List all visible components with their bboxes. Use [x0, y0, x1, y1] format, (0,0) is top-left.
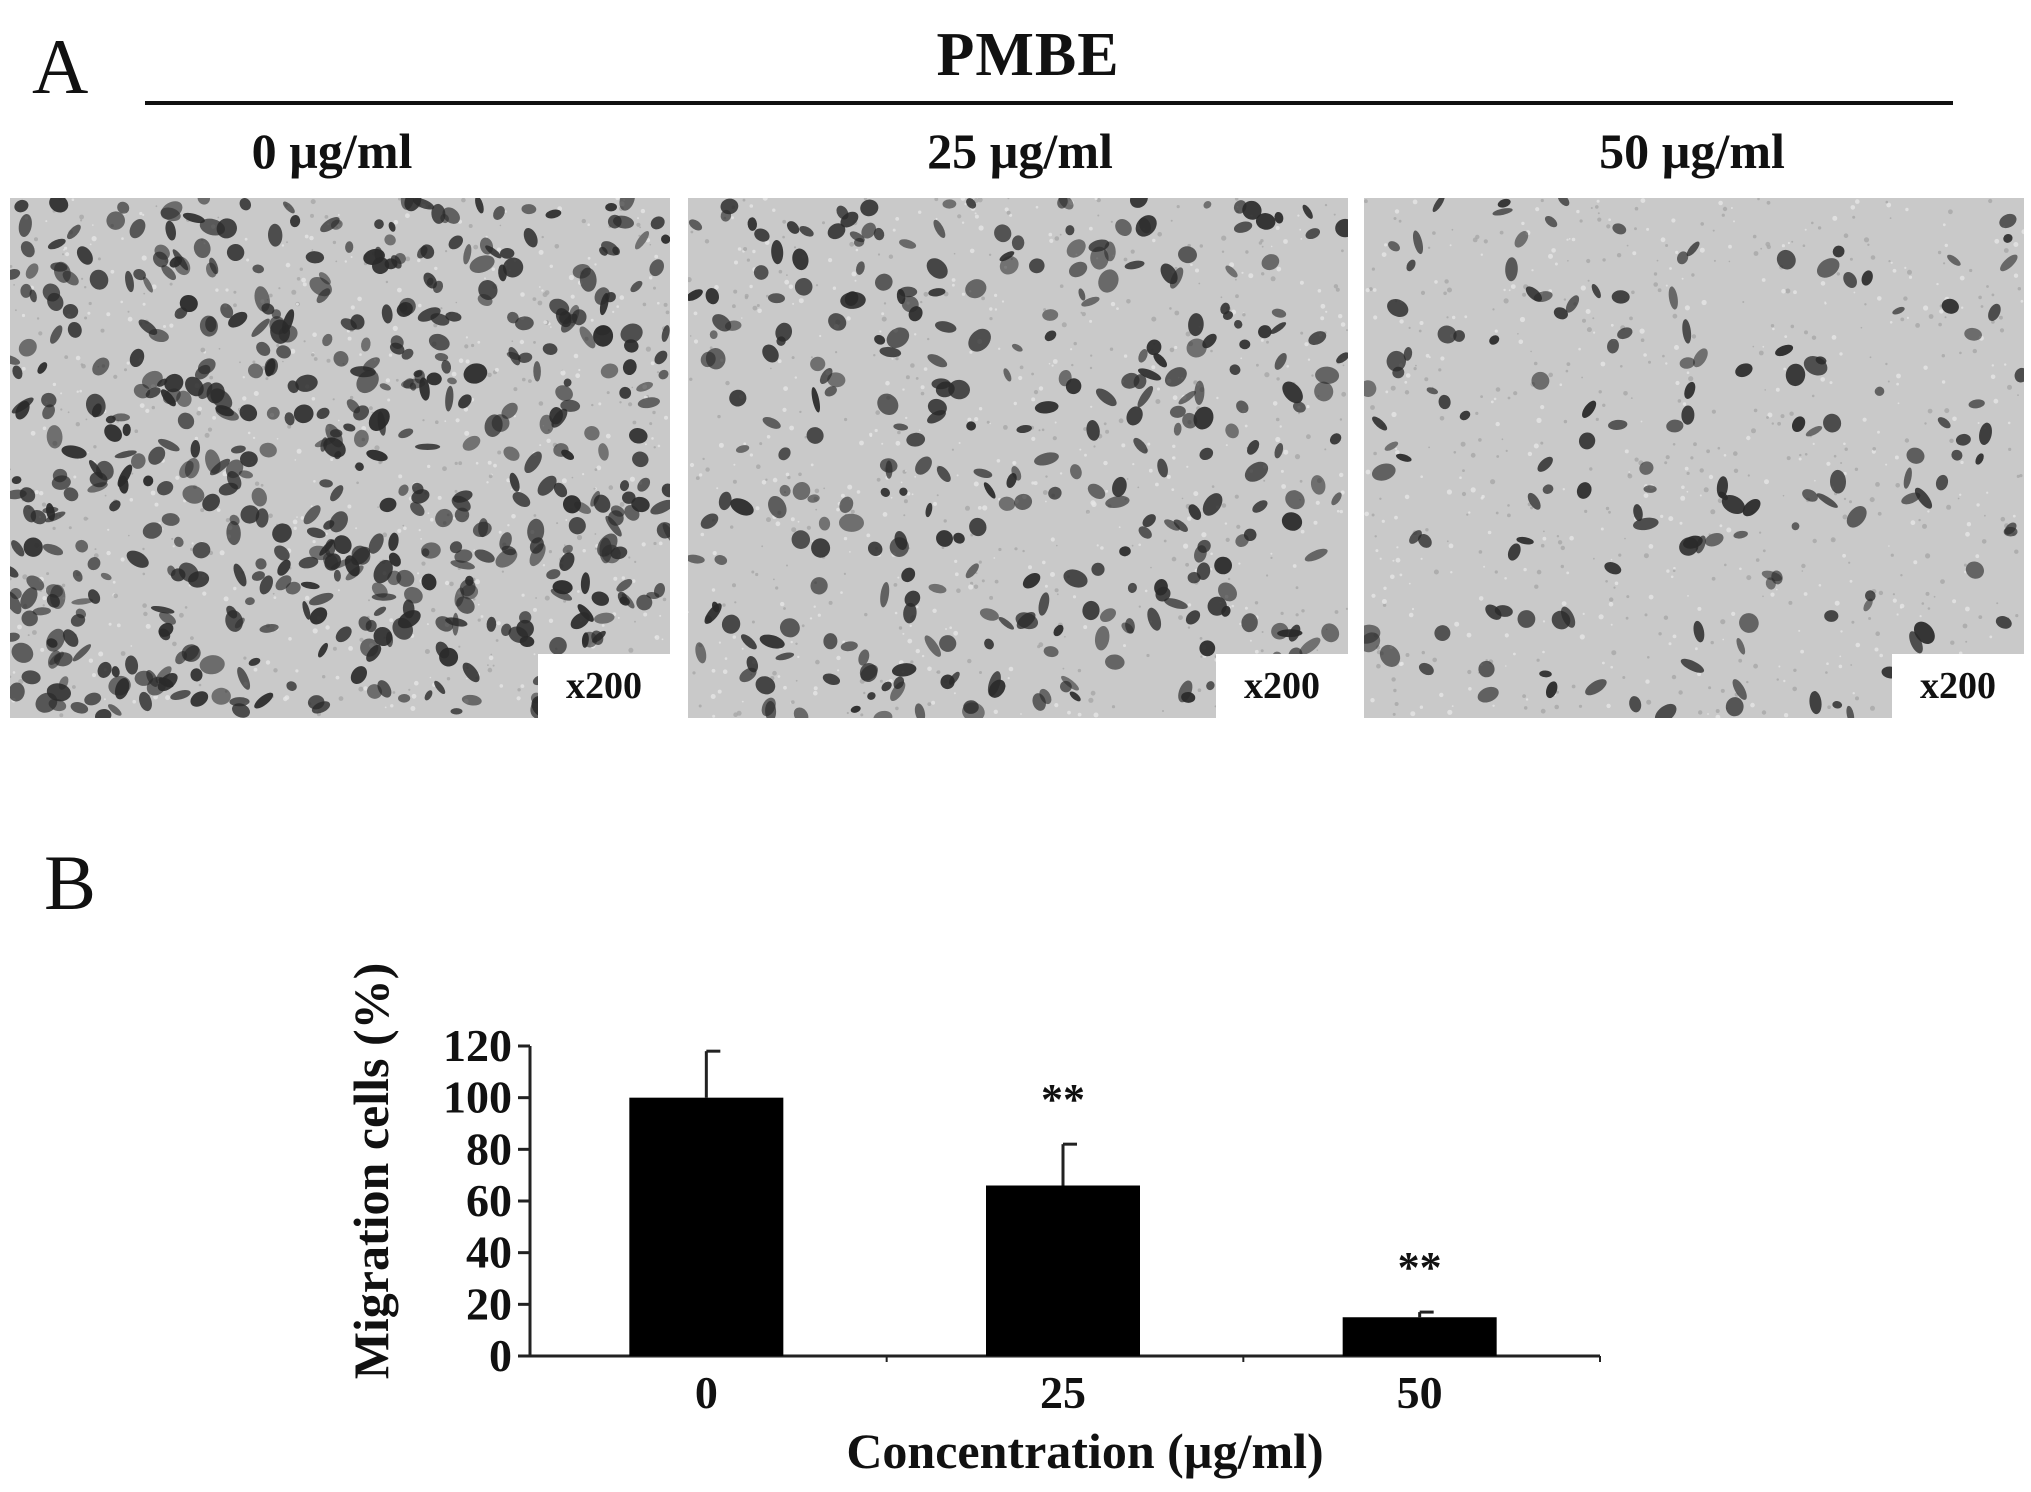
micrograph-50: x200 — [1364, 198, 2024, 718]
x-tick-label-50: 50 — [1397, 1367, 1443, 1418]
micrograph-grain — [1364, 198, 2024, 718]
y-tick-label: 60 — [466, 1175, 512, 1226]
magnification-badge: x200 — [1892, 654, 2024, 718]
magnification-badge: x200 — [538, 654, 670, 718]
concentration-label-25: 25 µg/ml — [927, 123, 1113, 179]
micrograph-0-image — [10, 198, 670, 718]
x-tick-label-25: 25 — [1040, 1367, 1086, 1418]
panel-b-label: B — [44, 839, 97, 926]
micrograph-cells — [10, 198, 670, 718]
panel-a-label: A — [32, 23, 89, 110]
y-tick-label: 40 — [466, 1227, 512, 1278]
significance-marker-50: ** — [1398, 1243, 1442, 1292]
micrograph-cells — [1364, 198, 2024, 718]
bar-25 — [986, 1185, 1140, 1356]
micrograph-0: x200 — [10, 198, 670, 718]
y-tick-label: 120 — [443, 1020, 512, 1071]
micrograph-25: x200 — [688, 198, 1348, 718]
x-axis-title: Concentration (µg/ml) — [846, 1423, 1323, 1479]
y-tick-label: 0 — [489, 1330, 512, 1381]
magnification-badge: x200 — [1216, 654, 1348, 718]
y-tick-label: 20 — [466, 1278, 512, 1329]
significance-marker-25: ** — [1041, 1075, 1085, 1124]
y-axis-title: Migration cells (%) — [343, 963, 399, 1380]
bar-0 — [629, 1097, 784, 1356]
migration-bar-chart: 0 20 40 60 80 100 120 0 ** 25 ** 50 Concentration (µ… — [330, 940, 1660, 1480]
concentration-label-50: 50 µg/ml — [1599, 123, 1785, 179]
x-tick-label-0: 0 — [695, 1367, 718, 1418]
micrograph-25-image — [688, 198, 1348, 718]
y-tick-label: 100 — [443, 1072, 512, 1123]
group-title: PMBE — [936, 21, 1120, 89]
micrograph-50-image — [1364, 198, 2024, 718]
group-underline — [145, 101, 1953, 105]
concentration-label-0: 0 µg/ml — [251, 123, 413, 179]
y-tick-label: 80 — [466, 1123, 512, 1174]
bar-50 — [1342, 1317, 1497, 1356]
